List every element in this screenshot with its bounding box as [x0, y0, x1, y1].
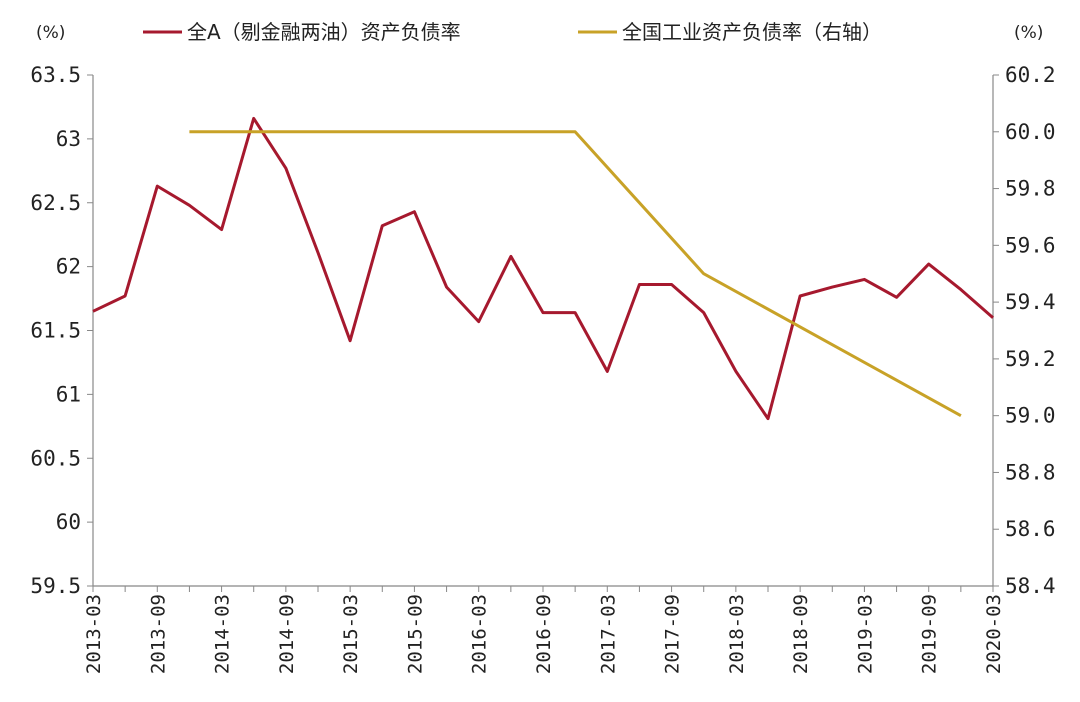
legend-label-debt-ratio-a-shares: 全A（剔金融两油）资产负债率: [187, 20, 461, 44]
left-tick-label: 63.5: [30, 63, 81, 87]
legend-label-industrial-debt-ratio: 全国工业资产负债率（右轴）: [622, 20, 882, 44]
right-axis-unit: (%): [1014, 23, 1043, 43]
x-tick-label: 2013-09: [147, 594, 169, 674]
x-tick-label: 2015-09: [404, 594, 426, 674]
right-tick-label: 59.2: [1005, 347, 1056, 371]
x-tick-label: 2016-03: [469, 594, 491, 674]
right-tick-label: 59.6: [1005, 233, 1056, 257]
right-tick-label: 59.0: [1005, 404, 1056, 428]
x-tick-label: 2019-09: [919, 594, 941, 674]
right-tick-label: 58.4: [1005, 574, 1056, 598]
left-tick-label: 59.5: [30, 574, 81, 598]
right-tick-label: 60.2: [1005, 63, 1056, 87]
right-tick-label: 58.6: [1005, 517, 1056, 541]
x-tick-label: 2019-03: [854, 594, 876, 674]
left-tick-label: 61: [56, 382, 81, 406]
right-y-axis-ticks: 60.2 60.0 59.8 59.6 59.4 59.2 59.0 58.8 58.6 58.4: [993, 63, 1056, 598]
x-tick-label: 2017-03: [597, 594, 619, 674]
x-tick-label: 2015-03: [340, 594, 362, 674]
left-tick-label: 61.5: [30, 319, 81, 343]
x-tick-label: 2020-03: [983, 594, 1005, 674]
series-line-industrial-debt-ratio: [189, 130, 962, 418]
left-tick-label: 63: [56, 127, 81, 151]
left-tick-label: 60: [56, 510, 81, 534]
x-tick-label: 2016-09: [533, 594, 555, 674]
right-tick-label: 60.0: [1005, 120, 1056, 144]
left-tick-label: 60.5: [30, 446, 81, 470]
left-axis-unit: (%): [36, 23, 65, 43]
x-tick-label: 2017-09: [662, 594, 684, 674]
series-layer: [92, 116, 994, 421]
left-y-axis-ticks: 63.5 63 62.5 62 61.5 61 60.5 60 59.5: [30, 63, 93, 598]
x-tick-label: 2018-03: [726, 594, 748, 674]
right-tick-label: 58.8: [1005, 460, 1056, 484]
x-axis-ticks: 2013-03 2013-09 2014-03 2014-09 2015-03 2015-…: [83, 586, 1005, 674]
legend: 全A（剔金融两油）资产负债率 全国工业资产负债率（右轴）: [143, 20, 882, 44]
right-tick-label: 59.4: [1005, 290, 1056, 314]
x-tick-label: 2014-03: [212, 594, 234, 674]
x-tick-label: 2013-03: [83, 594, 105, 674]
x-tick-label: 2014-09: [276, 594, 298, 674]
left-tick-label: 62.5: [30, 191, 81, 215]
axes: [92, 75, 994, 587]
right-tick-label: 59.8: [1005, 177, 1056, 201]
x-tick-label: 2018-09: [790, 594, 812, 674]
left-tick-label: 62: [56, 255, 81, 279]
series-line-debt-ratio-a-shares: [92, 116, 994, 421]
